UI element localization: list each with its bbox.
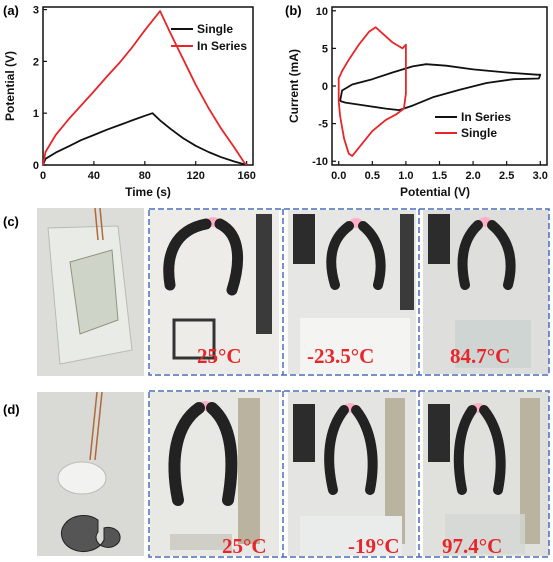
x-tick-label: 40 — [88, 170, 100, 182]
panel-letter-d: (d) — [3, 402, 20, 417]
temp-label-c-3: 84.7°C — [450, 344, 510, 368]
series-line-in-series — [339, 63, 542, 111]
b-lines — [337, 26, 542, 157]
x-axis-label-a: Time (s) — [125, 185, 171, 199]
legend-b: In Series Single — [435, 110, 511, 140]
x-axis-label-b: Potential (V) — [400, 185, 470, 199]
dashed-frame-d — [148, 390, 550, 558]
photo-25c-d: 25°C — [150, 392, 279, 558]
x-tick-label: 120 — [187, 170, 205, 182]
y-tick-label: 3 — [33, 5, 39, 17]
series-line-single — [42, 112, 247, 166]
plot-frame-a — [42, 6, 254, 166]
photo-row-c: (c) 25°C -23.5°C — [3, 207, 550, 376]
y-tick-label: 10 — [316, 6, 328, 18]
x-tick-label: 0.5 — [365, 170, 380, 182]
legend-label-single-a: Single — [197, 22, 233, 36]
legend-label-series-a: In Series — [197, 39, 247, 53]
y-axis-label-b: Current (mA) — [287, 49, 301, 123]
legend-label-single-b: Single — [461, 126, 497, 140]
a-lines — [42, 10, 248, 166]
x-tick-label: 0.0 — [331, 170, 346, 182]
series-line-single — [337, 26, 407, 157]
y-tick-label: 0 — [322, 81, 328, 93]
series-line-in-series — [42, 10, 248, 166]
y-tick-label: -5 — [318, 119, 328, 131]
x-tick-label: 2.5 — [499, 170, 514, 182]
x-tick-label: 80 — [139, 170, 151, 182]
chart-a: (a) 0 40 80 120 160 0 1 2 3 Time (s) Potential (… — [3, 3, 256, 199]
y-tick-label: 0 — [33, 160, 39, 172]
y-axis-label-a: Potential (V) — [3, 51, 17, 121]
photo-rolled-battery — [37, 391, 144, 556]
photo-84c-c: 84.7°C — [423, 210, 549, 374]
photo-flexible-battery — [37, 207, 144, 376]
x-tick-label: 2.0 — [465, 170, 480, 182]
y-tick-label: 1 — [33, 108, 39, 120]
temp-label-c-1: 25°C — [197, 344, 242, 368]
x-tick-label: 1.0 — [398, 170, 413, 182]
panel-letter-c: (c) — [3, 214, 19, 229]
dashed-frame-c — [148, 208, 550, 376]
a-ticks: 0 40 80 120 160 0 1 2 3 — [33, 5, 256, 182]
x-tick-label: 160 — [237, 170, 255, 182]
b-ticks: 0.0 0.5 1.0 1.5 2.0 2.5 3.0 -10 -5 0 5 10 — [312, 6, 548, 182]
temp-label-d-2: -19°C — [348, 534, 400, 558]
photo-row-d: (d) 25°C -19°C — [3, 390, 550, 558]
legend-a: Single In Series — [171, 22, 247, 53]
photo-25c-c: 25°C — [150, 210, 279, 374]
temp-label-c-2: -23.5°C — [307, 344, 374, 368]
y-tick-label: -10 — [312, 156, 328, 168]
x-tick-label: 3.0 — [533, 170, 548, 182]
y-tick-label: 2 — [33, 56, 39, 68]
legend-label-series-b: In Series — [461, 110, 511, 124]
temp-label-d-3: 97.4°C — [442, 534, 502, 558]
panel-letter-a: (a) — [3, 3, 19, 18]
photo-minus19-d: -19°C — [288, 392, 416, 558]
photo-97c-d: 97.4°C — [423, 392, 549, 558]
y-tick-label: 5 — [322, 43, 328, 55]
x-tick-label: 0 — [40, 170, 46, 182]
photo-minus23-c: -23.5°C — [288, 210, 416, 374]
temp-label-d-1: 25°C — [222, 534, 267, 558]
x-tick-label: 1.5 — [432, 170, 447, 182]
chart-b: (b) 0.0 0.5 1.0 1.5 2.0 2.5 3.0 -10 -5 0 5 10 Poten… — [285, 3, 548, 199]
panel-letter-b: (b) — [285, 3, 302, 18]
